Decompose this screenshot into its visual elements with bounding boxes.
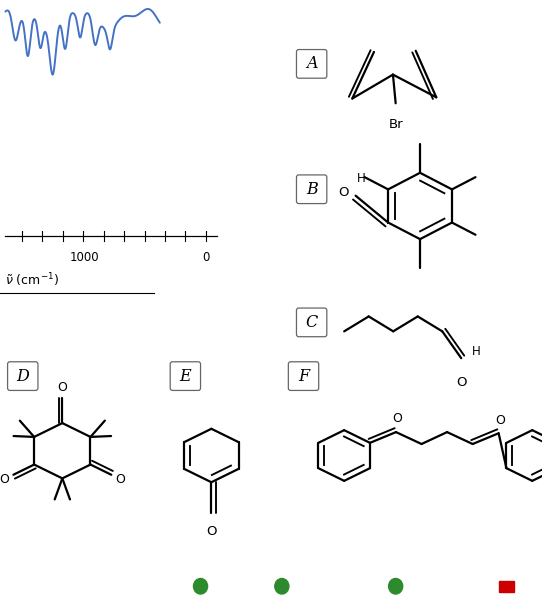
Text: O: O: [206, 525, 217, 538]
Text: E: E: [179, 368, 191, 384]
Text: F: F: [298, 368, 309, 384]
FancyBboxPatch shape: [8, 362, 38, 390]
Text: O: O: [338, 186, 349, 199]
Circle shape: [193, 578, 208, 594]
FancyBboxPatch shape: [170, 362, 201, 390]
Text: 1000: 1000: [69, 251, 99, 264]
Text: A: A: [306, 56, 318, 72]
FancyBboxPatch shape: [499, 581, 514, 592]
Circle shape: [275, 578, 289, 594]
Text: O: O: [115, 473, 125, 485]
Text: 0: 0: [202, 251, 210, 264]
FancyBboxPatch shape: [296, 50, 327, 78]
Text: $\tilde{\nu}$ (cm$^{-1}$): $\tilde{\nu}$ (cm$^{-1}$): [5, 272, 60, 289]
Text: O: O: [456, 376, 467, 389]
FancyBboxPatch shape: [288, 362, 319, 390]
Text: D: D: [16, 368, 29, 384]
Text: O: O: [495, 414, 505, 427]
Text: H: H: [472, 344, 481, 358]
Text: Br: Br: [389, 118, 403, 131]
Text: B: B: [306, 181, 318, 198]
Text: H: H: [357, 173, 365, 186]
Text: O: O: [57, 381, 67, 394]
Circle shape: [389, 578, 403, 594]
Text: O: O: [393, 413, 403, 426]
Text: C: C: [306, 314, 318, 331]
FancyBboxPatch shape: [296, 175, 327, 204]
Text: O: O: [0, 473, 9, 485]
FancyBboxPatch shape: [296, 308, 327, 337]
